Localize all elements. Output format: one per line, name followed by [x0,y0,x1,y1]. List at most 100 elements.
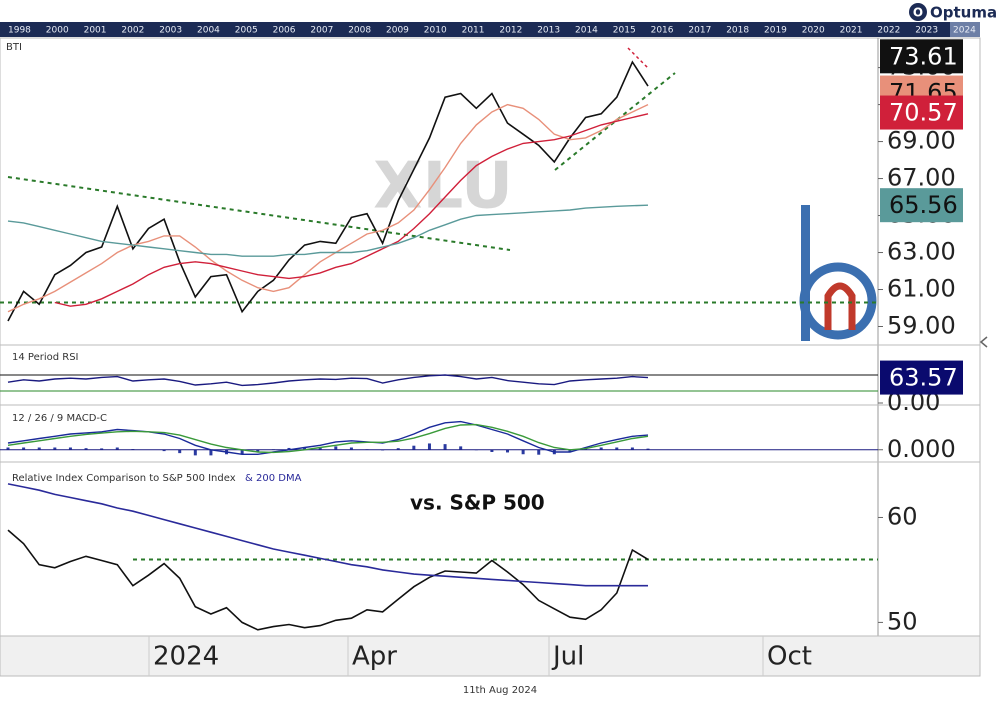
y-tick-label: 59.00 [887,312,956,340]
y-tick-label: 0.000 [887,435,956,463]
panel-title-extra: & 200 DMA [245,473,302,484]
x-tick-label: Jul [551,642,584,672]
series-line [54,113,649,307]
panel-title: Relative Index Comparison to S&P 500 Ind… [12,473,236,484]
annotation: vs. S&P 500 [410,491,545,515]
brand-icon-mark: O [913,6,923,20]
panel-title: 14 Period RSI [12,352,79,363]
watermark: XLU [373,150,513,224]
timeline-strip [0,22,980,37]
histogram-bar [646,448,650,450]
timeline-label: 2011 [462,26,485,36]
logo-bar [801,205,810,341]
scroll-arrow[interactable] [979,336,988,348]
timeline-label: 2007 [310,26,333,36]
timeline-label: 2013 [537,26,560,36]
histogram-bar [459,446,463,450]
y-tick-label: 50 [887,607,918,635]
last-value-label: 65.56 [889,191,958,219]
y-tick-label: 61.00 [887,275,956,303]
histogram-bar [22,447,26,450]
timeline: 1998 2000 2001 2002 2003 2004 2005 2006 2007 2008… [8,26,976,36]
timeline-label: 2020 [802,26,825,36]
last-value-box [880,360,963,395]
x-tick-label: 2024 [153,642,219,672]
series-line [7,204,649,257]
timeline-label: 2018 [726,26,749,36]
histogram-bar [521,449,525,455]
timeline-label: 2019 [764,26,787,36]
histogram-bar [396,448,400,450]
timeline-label: 2021 [840,26,863,36]
histogram-bar [53,447,57,450]
histogram-bar [568,449,572,452]
histogram-bar [178,449,182,454]
histogram-bar [193,449,197,456]
histogram-bar [256,449,260,452]
timeline-label: 2015 [613,26,636,36]
last-value-label: 70.57 [889,99,958,127]
last-value-box [880,188,963,223]
histogram-bar [349,447,353,450]
footer-date: 11th Aug 2024 [463,685,537,696]
timeline-label: 2024 [953,26,976,36]
timeline-label: 2016 [651,26,674,36]
timeline-label: 2017 [688,26,711,36]
histogram-bar [68,447,72,450]
histogram-bar [240,449,244,455]
last-value-box [880,39,963,74]
brand: Optuma [930,4,996,22]
series-line [7,60,649,322]
timeline-label: 2005 [235,26,258,36]
chart-label: BTI [6,42,22,53]
timeline-label: 2014 [575,26,598,36]
timeline-label: 2006 [273,26,296,36]
logo-ring [799,262,877,340]
histogram-bar [84,448,88,450]
histogram-bar [209,449,213,456]
timeline-label: 1998 [8,26,31,36]
histogram-bar [6,447,10,450]
histogram-bar [100,448,104,450]
trendline [627,47,649,69]
histogram-bar [303,447,307,450]
last-value-label: 63.57 [889,364,958,392]
last-value-box [880,95,963,130]
timeline-label: 2010 [424,26,447,36]
x-tick-label: Oct [767,642,812,672]
histogram-bar [287,447,291,450]
y-tick-label: 69.00 [887,127,956,155]
histogram-bar [615,447,619,450]
panel-title: 12 / 26 / 9 MACD-C [12,413,107,424]
series-line [7,529,649,631]
last-value-label: 73.61 [889,42,958,70]
series-line [7,423,649,454]
histogram-bar [162,449,166,452]
histogram-bar [599,447,603,450]
series-line [7,103,649,313]
y-tick-label: 63.00 [887,238,956,266]
y-tick-label: 60 [887,502,918,530]
timeline-label: 2022 [877,26,900,36]
histogram-bar [412,445,416,450]
histogram-bar [630,447,634,450]
timeline-label: 2004 [197,26,220,36]
x-axis-band [0,635,981,677]
histogram-bar [537,449,541,455]
timeline-label: 2009 [386,26,409,36]
timeline-label: 2012 [499,26,522,36]
histogram-bar [37,447,41,450]
timeline-label: 2003 [159,26,182,36]
series-line [7,374,649,387]
histogram-bar [334,446,338,450]
timeline-highlight [950,22,980,37]
timeline-label: 2002 [121,26,144,36]
histogram-bar [115,447,119,450]
histogram-bar [490,449,494,452]
brand-icon [909,3,927,21]
trendline [554,72,676,171]
timeline-label: 2001 [84,26,107,36]
histogram-bar [443,444,447,450]
